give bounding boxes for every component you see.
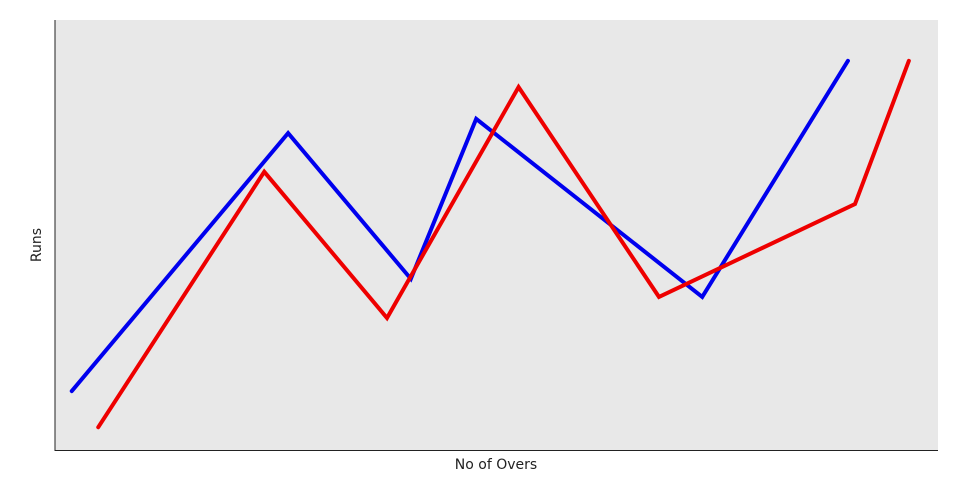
- x-axis-label: No of Overs: [455, 457, 537, 473]
- series-line: [96, 58, 911, 430]
- series-line: [69, 58, 850, 394]
- y-axis-label: Runs: [29, 228, 45, 262]
- plot-area: [55, 20, 938, 450]
